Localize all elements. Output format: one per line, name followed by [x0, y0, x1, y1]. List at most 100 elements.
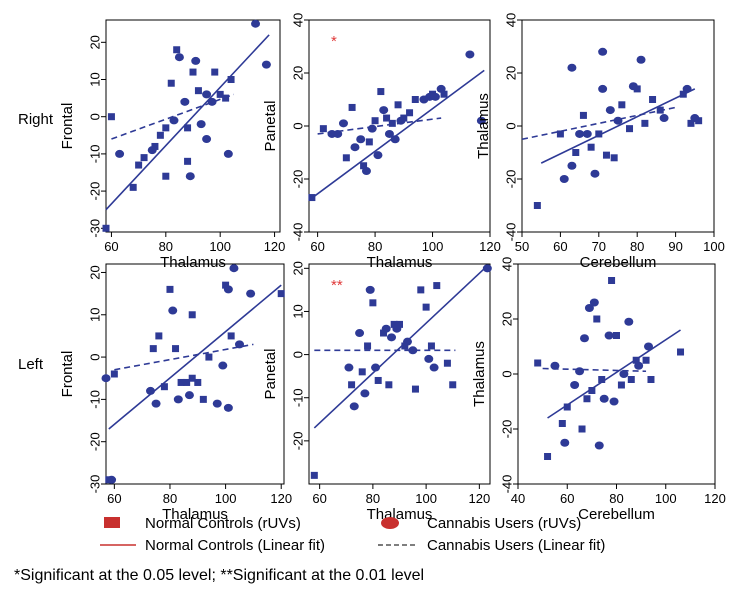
row-label-left: Left: [18, 356, 44, 373]
data-point: [624, 317, 634, 326]
y-tick-label: -10: [87, 390, 102, 409]
data-point: [319, 125, 327, 133]
x-tick-label: 100: [415, 491, 437, 506]
data-point: [380, 329, 388, 337]
data-point: [360, 389, 370, 398]
x-tick-label: 100: [209, 239, 231, 254]
normal-fit-line: [540, 88, 696, 164]
data-point: [333, 129, 343, 138]
data-point: [588, 387, 596, 394]
y-tick-label: -10: [87, 144, 102, 163]
x-tick-label: 50: [515, 239, 529, 254]
data-point: [598, 47, 608, 56]
data-point: [559, 175, 569, 183]
data-point: [587, 143, 595, 151]
data-point: [227, 332, 235, 340]
data-point: [619, 370, 629, 378]
data-point: [310, 471, 318, 479]
x-axis-label: Thalamus: [162, 506, 228, 523]
data-point: [338, 119, 348, 128]
legend-normal-points-label: Normal Controls (rUVs): [145, 515, 301, 532]
data-point: [575, 367, 585, 376]
data-point: [558, 420, 566, 427]
data-point: [342, 154, 350, 162]
data-point: [627, 376, 635, 383]
data-point: [544, 453, 552, 460]
x-tick-label: 60: [310, 239, 324, 254]
data-point: [411, 385, 419, 393]
cannabis-fit-line: [111, 93, 235, 140]
data-point: [101, 374, 111, 383]
data-point: [223, 149, 233, 158]
x-tick-label: 60: [312, 491, 326, 506]
data-point: [212, 399, 222, 408]
y-tick-label: -40: [290, 223, 305, 242]
y-tick-label: -20: [87, 182, 102, 201]
data-point: [371, 117, 379, 125]
y-tick-label: 10: [290, 304, 305, 318]
data-point: [613, 332, 620, 339]
x-axis-label: Cerebellum: [578, 506, 655, 523]
data-point: [211, 68, 219, 76]
data-point: [348, 103, 356, 111]
data-point: [633, 85, 641, 93]
panel-frame: [105, 263, 285, 485]
data-point: [579, 334, 589, 343]
data-point: [222, 281, 230, 289]
data-point: [277, 290, 285, 298]
normal-fit-line: [105, 34, 270, 211]
y-tick-label: 0: [503, 122, 518, 129]
y-tick-label: -20: [503, 170, 518, 189]
data-point: [394, 101, 402, 109]
data-point: [534, 359, 542, 367]
data-point: [151, 399, 161, 408]
legend-normal-fit-label: Normal Controls (Linear fit): [145, 537, 325, 554]
data-point: [364, 342, 372, 350]
data-point: [617, 381, 625, 389]
normal-fit-line: [547, 329, 681, 419]
data-point: [644, 342, 654, 351]
data-point: [599, 394, 609, 403]
panel-5: 60 80 100 120 -20 -10 0 10 20 Thalamus Panetal **: [262, 261, 492, 523]
y-tick-label: -20: [499, 420, 514, 439]
data-point: [636, 55, 646, 64]
panel-frame: [308, 19, 491, 233]
data-point: [610, 154, 618, 162]
data-point: [173, 46, 181, 54]
panel-6: 40 60 80 100 120 -40 -20 0 20 40 Cerebellum Thalamu…: [471, 257, 726, 523]
data-point: [361, 167, 371, 176]
y-tick-label: 20: [87, 35, 102, 49]
data-point: [482, 264, 492, 273]
data-point: [443, 359, 451, 367]
data-point: [567, 161, 577, 170]
data-point: [387, 333, 397, 342]
y-tick-label: 20: [290, 261, 305, 275]
x-tick-label: 120: [270, 491, 292, 506]
y-tick-label: 40: [503, 13, 518, 27]
data-point: [379, 106, 389, 115]
y-tick-label: 0: [87, 113, 102, 120]
data-point: [169, 116, 179, 125]
data-point: [572, 149, 580, 156]
data-point: [365, 138, 373, 146]
x-tick-label: 80: [609, 491, 623, 506]
legend-cannabis-fit-label: Cannabis Users (Linear fit): [427, 537, 605, 554]
data-point: [350, 143, 360, 152]
data-point: [358, 368, 366, 376]
y-axis-label: Panetal: [262, 101, 279, 152]
x-tick-label: 60: [107, 491, 121, 506]
data-point: [167, 79, 175, 87]
x-tick-label: 60: [104, 239, 118, 254]
x-tick-label: 120: [479, 239, 501, 254]
x-tick-label: 120: [704, 491, 726, 506]
x-tick-label: 100: [215, 491, 237, 506]
data-point: [383, 114, 391, 122]
panel-frame: [517, 263, 716, 485]
data-point: [356, 135, 366, 144]
data-point: [107, 475, 117, 484]
data-point: [367, 124, 377, 133]
data-point: [155, 332, 163, 340]
scatter-panels: 60 80 100 120-30-20-1001020ThalamusFrontal6…: [59, 13, 726, 523]
data-point: [550, 361, 560, 370]
data-point: [687, 119, 695, 127]
